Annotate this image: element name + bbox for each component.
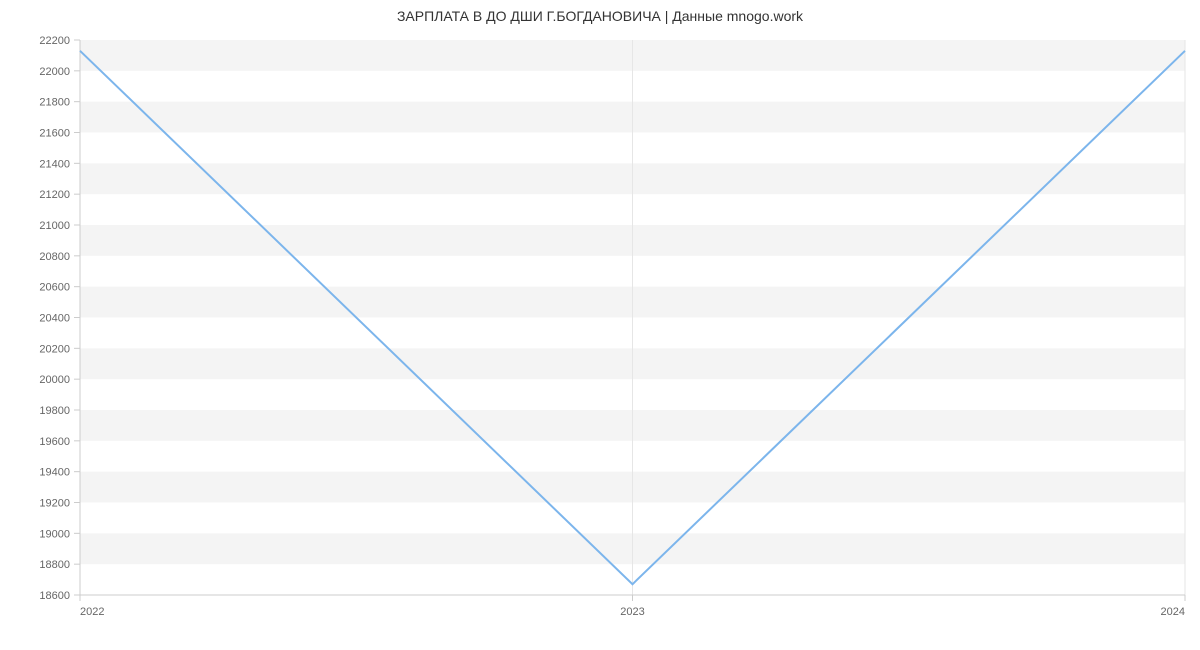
y-tick-label: 20000 [39,374,70,386]
x-tick-label: 2023 [620,606,644,618]
y-tick-label: 21800 [39,97,70,109]
y-tick-label: 20600 [39,282,70,294]
y-tick-label: 19400 [39,467,70,479]
y-tick-label: 19800 [39,405,70,417]
y-tick-label: 21200 [39,189,70,201]
y-tick-label: 18800 [39,559,70,571]
y-tick-label: 20800 [39,251,70,263]
y-tick-label: 19200 [39,498,70,510]
y-tick-label: 21400 [39,158,70,170]
y-tick-label: 22000 [39,66,70,78]
y-tick-label: 20400 [39,313,70,325]
x-tick-label: 2024 [1161,606,1185,618]
x-tick-label: 2022 [80,606,104,618]
chart-svg: 18600 18800 19000 19200 19400 19600 19800 20000… [0,0,1200,650]
y-tick-label: 18600 [39,590,70,602]
y-tick-label: 21600 [39,128,70,140]
chart-title: ЗАРПЛАТА В ДО ДШИ Г.БОГДАНОВИЧА | Данные… [0,8,1200,24]
y-tick-label: 19600 [39,436,70,448]
y-tick-label: 22200 [39,35,70,47]
salary-line-chart: ЗАРПЛАТА В ДО ДШИ Г.БОГДАНОВИЧА | Данные… [0,0,1200,650]
y-tick-label: 19000 [39,528,70,540]
y-tick-label: 21000 [39,220,70,232]
y-tick-label: 20200 [39,343,70,355]
